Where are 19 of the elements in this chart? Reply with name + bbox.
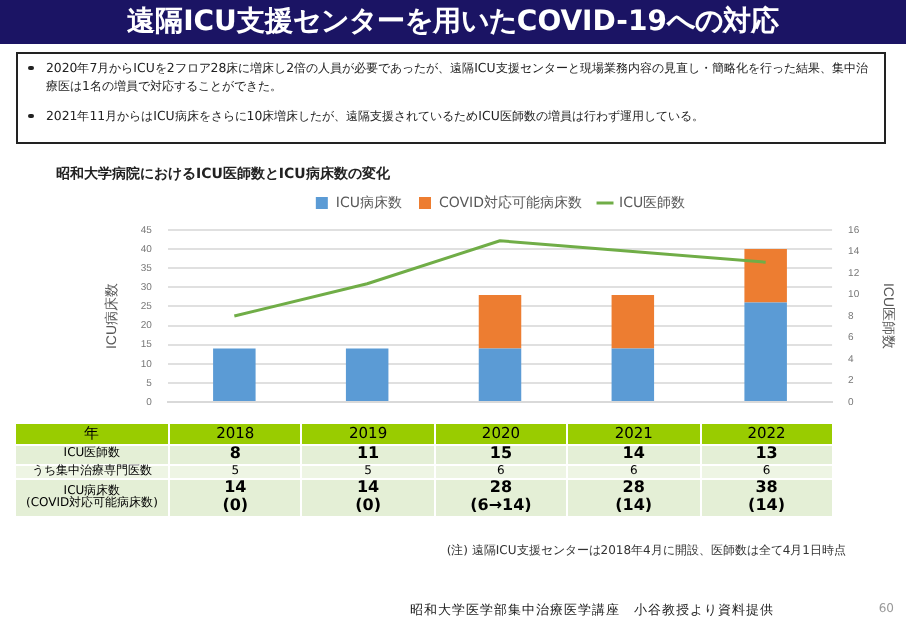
bar (213, 348, 256, 401)
text: 14 (0) (302, 478, 434, 516)
bar (611, 348, 655, 401)
text: 28 (6→14) (435, 478, 567, 516)
text: 28 (14) (568, 478, 700, 516)
text: 14 (568, 444, 700, 464)
text: 15 (435, 444, 567, 464)
text: 13 (701, 444, 832, 464)
chart-title: 遠隔ICU支援センターを用いたCOVID-19への対応 (0, 0, 906, 44)
text: 14 (0) (169, 478, 301, 516)
text: 8 (169, 444, 301, 464)
bar (744, 302, 787, 401)
bar (345, 348, 389, 401)
bar (744, 249, 787, 303)
bar (478, 348, 522, 401)
bar (611, 294, 655, 349)
bar (478, 294, 522, 349)
text: 11 (302, 444, 434, 464)
text: 38 (14) (701, 478, 832, 516)
